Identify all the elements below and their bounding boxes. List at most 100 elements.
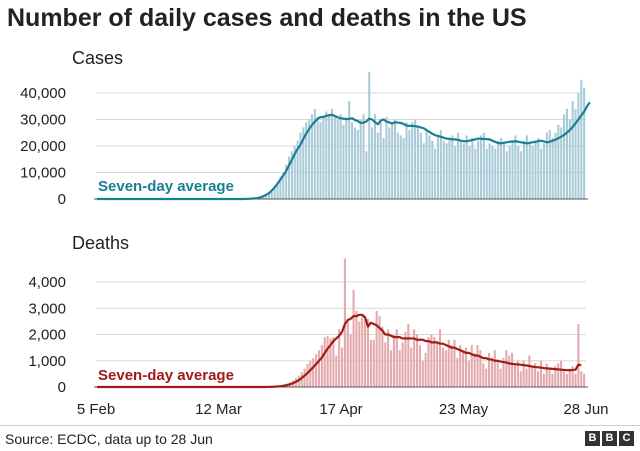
- logo-letter: B: [602, 431, 617, 446]
- cases-bar: [540, 149, 542, 199]
- cases-bar: [383, 138, 385, 199]
- deaths-bar: [376, 311, 378, 387]
- footer: Source: ECDC, data up to 28 Jun B B C: [0, 425, 640, 451]
- deaths-bar: [419, 345, 421, 387]
- cases-bar: [532, 146, 534, 199]
- cases-bar: [471, 138, 473, 199]
- cases-bar: [503, 143, 505, 199]
- cases-bar: [431, 141, 433, 199]
- cases-bar: [563, 114, 565, 199]
- deaths-bar: [563, 371, 565, 387]
- cases-bar: [477, 141, 479, 199]
- cases-bar: [443, 141, 445, 199]
- deaths-bar: [445, 350, 447, 387]
- cases-bar: [572, 101, 574, 199]
- deaths-bar: [474, 353, 476, 387]
- deaths-bar: [404, 332, 406, 387]
- cases-bar: [391, 122, 393, 199]
- deaths-bar: [370, 340, 372, 387]
- deaths-bar: [537, 371, 539, 387]
- cases-bar: [534, 141, 536, 199]
- deaths-bar: [306, 364, 308, 387]
- cases-bar: [440, 130, 442, 199]
- deaths-bar: [327, 336, 329, 387]
- deaths-bar: [456, 358, 458, 387]
- chart-canvas: Cases 010,00020,00030,00040,000Seven-day…: [0, 0, 640, 425]
- deaths-bar: [373, 340, 375, 387]
- deaths-bar: [335, 356, 337, 388]
- deaths-bar: [347, 319, 349, 387]
- cases-bar: [500, 138, 502, 199]
- cases-bar: [497, 141, 499, 199]
- cases-bar: [340, 114, 342, 199]
- deaths-bar: [574, 374, 576, 387]
- deaths-bar: [390, 350, 392, 387]
- cases-bar: [489, 143, 491, 199]
- deaths-bar: [315, 354, 317, 387]
- deaths-bar: [549, 369, 551, 387]
- cases-bar: [457, 133, 459, 199]
- deaths-bar: [505, 350, 507, 387]
- cases-bar: [517, 146, 519, 199]
- cases-bar: [371, 127, 373, 199]
- deaths-bar: [482, 363, 484, 387]
- cases-y-tick-label: 20,000: [20, 138, 66, 155]
- deaths-bar: [560, 361, 562, 387]
- deaths-bar: [511, 353, 513, 387]
- deaths-bar: [399, 350, 401, 387]
- cases-bar: [420, 133, 422, 199]
- deaths-bar: [569, 369, 571, 387]
- cases-bar: [337, 120, 339, 200]
- cases-bar: [483, 133, 485, 199]
- deaths-bar: [494, 350, 496, 387]
- cases-bar: [552, 138, 554, 199]
- deaths-bar: [350, 335, 352, 388]
- deaths-y-tick-label: 4,000: [28, 274, 66, 291]
- deaths-average-label: Seven-day average: [98, 367, 234, 384]
- deaths-bar: [577, 324, 579, 387]
- deaths-bar: [309, 361, 311, 387]
- cases-bar: [460, 141, 462, 199]
- cases-bar: [354, 127, 356, 199]
- cases-bar: [351, 122, 353, 199]
- cases-bar: [374, 114, 376, 199]
- cases-bar: [466, 135, 468, 199]
- cases-bar: [554, 133, 556, 199]
- deaths-bar: [471, 345, 473, 387]
- logo-letter: B: [585, 431, 600, 446]
- cases-bar: [526, 135, 528, 199]
- cases-bar: [463, 143, 465, 199]
- deaths-bar: [468, 361, 470, 387]
- cases-bar: [423, 143, 425, 199]
- cases-y-tick-label: 10,000: [20, 165, 66, 182]
- cases-bar: [583, 88, 585, 199]
- cases-bar: [448, 138, 450, 199]
- deaths-bar: [520, 371, 522, 387]
- deaths-bar: [367, 319, 369, 387]
- cases-bar: [320, 122, 322, 199]
- deaths-bar: [557, 363, 559, 387]
- deaths-bar: [514, 363, 516, 387]
- cases-bar: [428, 135, 430, 199]
- deaths-bar: [551, 374, 553, 387]
- deaths-y-tick-label: 3,000: [28, 300, 66, 317]
- cases-bar: [474, 149, 476, 199]
- cases-bar: [405, 122, 407, 199]
- deaths-bar: [540, 361, 542, 387]
- cases-panel-title: Cases: [72, 48, 123, 68]
- cases-bar: [512, 141, 514, 199]
- cases-bar: [317, 117, 319, 199]
- cases-bar: [543, 143, 545, 199]
- cases-bar: [426, 130, 428, 199]
- cases-bar: [400, 135, 402, 199]
- x-tick-label: 12 Mar: [195, 401, 242, 418]
- x-tick-label: 17 Apr: [319, 401, 362, 418]
- cases-bar: [529, 143, 531, 199]
- cases-bar: [514, 135, 516, 199]
- deaths-bar: [425, 353, 427, 387]
- cases-bar: [566, 109, 568, 199]
- cases-bar: [557, 125, 559, 199]
- deaths-bar: [546, 363, 548, 387]
- deaths-bar: [442, 348, 444, 387]
- cases-bar: [494, 149, 496, 199]
